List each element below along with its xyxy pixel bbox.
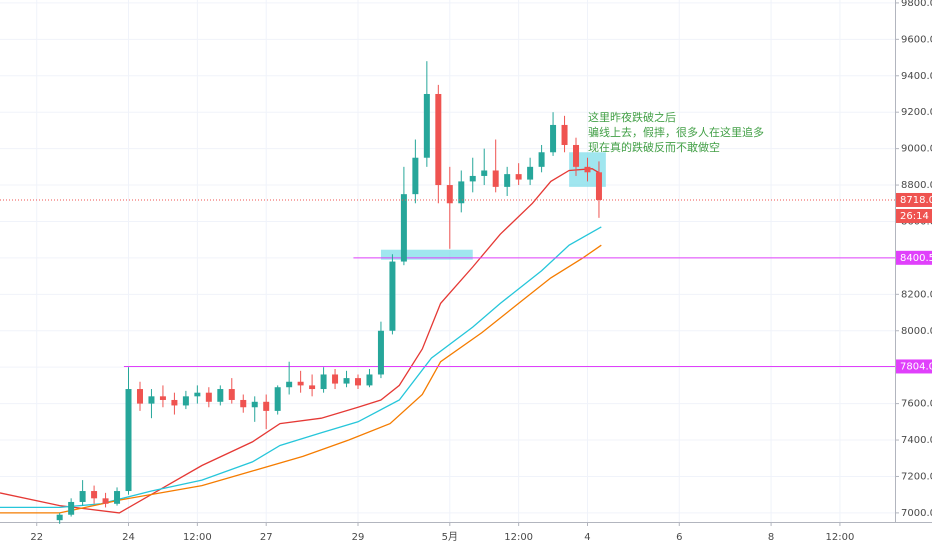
hline-label-box (896, 250, 932, 265)
candle-body (458, 181, 465, 204)
y-tick-label: 8800.0 (901, 180, 932, 191)
candle-body (595, 172, 602, 200)
candle-body (320, 374, 327, 390)
y-tick-label: 7600.0 (901, 399, 932, 410)
candle-body (377, 330, 384, 375)
candle-body (182, 396, 189, 406)
x-tick-label: 12:00 (826, 532, 855, 543)
y-tick-label: 7200.0 (901, 471, 932, 482)
candle-body (263, 401, 270, 411)
candle-body (125, 389, 132, 492)
candle-body (573, 144, 580, 167)
candle-body (274, 387, 281, 411)
hline-label-box (896, 359, 932, 374)
x-tick-label: 29 (352, 532, 365, 543)
candle-body (550, 124, 557, 153)
candle-body (469, 175, 476, 182)
candle-body (171, 399, 178, 406)
y-tick-label: 9200.0 (901, 107, 932, 118)
x-tick-label: 27 (260, 532, 273, 543)
candle-body (79, 491, 86, 502)
y-tick-label: 9000.0 (901, 144, 932, 155)
candle-body (68, 501, 75, 515)
candle-body (527, 166, 534, 180)
candle-body (251, 401, 258, 408)
axes: 7000.07200.07400.07600.07800.08000.08200… (30, 0, 932, 543)
x-tick-label: 5月 (442, 531, 458, 543)
y-tick-label: 8000.0 (901, 326, 932, 337)
candle-body (343, 378, 350, 384)
candle-body (446, 185, 453, 204)
y-tick-label: 9800.0 (901, 0, 932, 9)
moving-average-line (0, 168, 602, 514)
x-tick-label: 4 (584, 532, 590, 543)
y-tick-label: 9600.0 (901, 34, 932, 45)
candle-body (400, 194, 407, 262)
candle-body (355, 378, 361, 386)
annotation-text: 骗线上去，假摔，很多人在这里追多 (588, 125, 764, 139)
annotation-text: 现在真的跌破反而不敢做空 (588, 140, 720, 154)
hline-label: 7804.0 (900, 361, 932, 372)
countdown-label-box (896, 208, 932, 223)
candle-body (584, 166, 591, 173)
price-label-box (896, 192, 932, 207)
candle-body (423, 93, 430, 158)
candle-body (148, 396, 155, 404)
x-tick-label: 6 (676, 532, 682, 543)
candle-body (102, 498, 109, 504)
candle-body (366, 374, 373, 386)
candle-body (194, 392, 201, 397)
x-tick-label: 12:00 (504, 532, 533, 543)
y-tick-label: 9400.0 (901, 71, 932, 82)
candle-body (136, 389, 143, 404)
x-tick-label: 12:00 (183, 532, 212, 543)
moving-average-line (0, 226, 602, 509)
candle-body (389, 261, 396, 331)
y-tick-label: 8200.0 (901, 289, 932, 300)
candle-body (515, 174, 522, 180)
x-tick-label: 24 (122, 532, 135, 543)
candle-body (481, 170, 488, 176)
candle-body (412, 157, 419, 195)
candle-body (309, 385, 316, 390)
candle-body (332, 374, 339, 384)
price-label: 8718.0 (900, 195, 932, 206)
candle-body (297, 381, 304, 386)
candle-body (538, 152, 545, 167)
x-tick-label: 8 (768, 532, 774, 543)
x-tick-label: 22 (30, 532, 43, 543)
candle-body (286, 381, 293, 388)
y-tick-label: 7000.0 (901, 508, 932, 519)
candle-body (217, 389, 224, 402)
candle-body (56, 514, 63, 521)
moving-average-line (0, 244, 602, 514)
highlight-box (380, 249, 473, 260)
candle-body (205, 392, 212, 402)
candle-body (492, 170, 499, 187)
candle-body (159, 396, 166, 400)
candle-body (228, 389, 235, 400)
hline-label: 8400.5 (900, 253, 932, 264)
candle-body (504, 174, 511, 187)
candle-body (240, 399, 247, 408)
countdown-label: 26:14 (900, 211, 929, 222)
candle-body (114, 491, 121, 504)
candle-body (561, 124, 568, 145)
candle-body (435, 93, 442, 186)
annotation-text: 这里昨夜跌破之后 (588, 110, 676, 124)
candle-body (91, 491, 98, 499)
y-tick-label: 7400.0 (901, 435, 932, 446)
